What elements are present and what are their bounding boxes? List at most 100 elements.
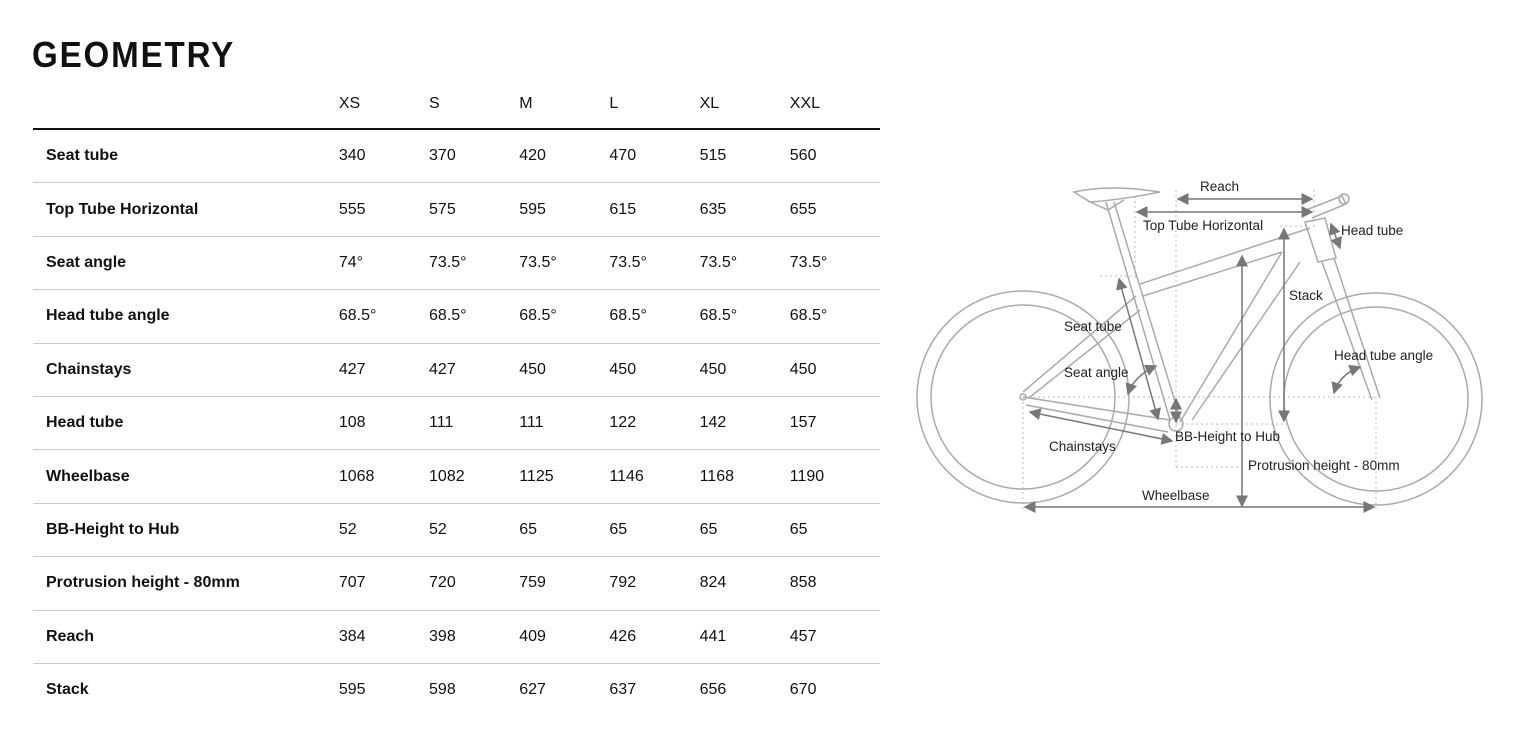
label-head-tube: Head tube bbox=[1341, 223, 1403, 238]
row-label: BB-Height to Hub bbox=[33, 503, 339, 558]
cell-value: 52 bbox=[429, 503, 520, 558]
cell-value: 65 bbox=[699, 503, 790, 558]
seat-stay bbox=[1022, 295, 1141, 398]
cell-value: 52 bbox=[338, 503, 430, 558]
geometry-table: XS S M L XL XXL Seat tube 340 370 420 470 515… bbox=[33, 80, 880, 716]
cell-value: 68.5° bbox=[519, 289, 610, 344]
row-label: Stack bbox=[46, 681, 89, 699]
cell-value: 384 bbox=[338, 610, 430, 664]
size-header: XXL bbox=[789, 80, 880, 130]
table-row: Top Tube Horizontal 555 575 595 615 635 655 bbox=[33, 182, 880, 237]
seat-tube bbox=[1105, 201, 1181, 421]
label-stack: Stack bbox=[1289, 288, 1323, 303]
cell-value: 68.5° bbox=[609, 289, 700, 344]
label-seat-angle: Seat angle bbox=[1064, 365, 1129, 380]
table-row: Protrusion height - 80mm 707 720 759 792 824 8… bbox=[33, 556, 880, 611]
cell-value: 142 bbox=[699, 396, 790, 451]
cell-value: 615 bbox=[609, 182, 700, 237]
label-head-tube-angle: Head tube angle bbox=[1334, 348, 1433, 363]
chainstays-arrow bbox=[1028, 408, 1174, 445]
cell-value: 655 bbox=[789, 182, 880, 237]
cell-value: 720 bbox=[429, 556, 520, 611]
cell-value: 122 bbox=[609, 396, 700, 451]
cell-value: 441 bbox=[699, 610, 790, 664]
cell-value: 65 bbox=[789, 503, 880, 558]
head-tube-angle-arc bbox=[1331, 364, 1362, 395]
cell-value: 824 bbox=[699, 556, 790, 611]
head-tube-arrow bbox=[1329, 222, 1342, 250]
seatpost-clamp bbox=[1089, 199, 1125, 211]
table-row: Chainstays 427 427 450 450 450 450 bbox=[33, 343, 880, 397]
handlebar bbox=[1338, 193, 1350, 205]
label-top-tube: Top Tube Horizontal bbox=[1143, 218, 1263, 233]
table-row: BB-Height to Hub 52 52 65 65 65 65 bbox=[33, 503, 880, 558]
cell-value: 450 bbox=[699, 343, 790, 397]
cell-value: 65 bbox=[609, 503, 700, 558]
size-header: XL bbox=[699, 80, 790, 130]
cell-value: 656 bbox=[699, 681, 727, 699]
cell-value: 792 bbox=[609, 556, 700, 611]
cell-value: 595 bbox=[338, 681, 366, 699]
table-row: Seat tube 340 370 420 470 515 560 bbox=[33, 129, 880, 184]
seat-angle-arc bbox=[1125, 364, 1158, 396]
header-blank bbox=[33, 80, 339, 130]
dimension-arrows bbox=[1023, 193, 1376, 513]
cell-value: 73.5° bbox=[429, 236, 520, 291]
table-header-row: XS S M L XL XXL bbox=[33, 80, 880, 130]
cell-value: 470 bbox=[609, 129, 700, 184]
cell-value: 598 bbox=[429, 681, 456, 699]
row-label: Wheelbase bbox=[33, 449, 339, 504]
cell-value: 759 bbox=[519, 556, 610, 611]
cell-value: 858 bbox=[789, 556, 880, 611]
cell-value: 1146 bbox=[609, 449, 700, 504]
cell-value: 1190 bbox=[789, 449, 880, 504]
cell-value: 68.5° bbox=[338, 289, 430, 344]
table-row: Reach 384 398 409 426 441 457 bbox=[33, 610, 880, 664]
row-label: Chainstays bbox=[33, 343, 339, 397]
cell-value: 1168 bbox=[699, 449, 790, 504]
cell-value: 637 bbox=[609, 681, 637, 699]
table-row: Head tube 108 111 111 122 142 157 bbox=[33, 396, 880, 451]
size-header: XS bbox=[338, 80, 430, 130]
front-wheel bbox=[1269, 292, 1483, 506]
cell-value: 111 bbox=[429, 396, 520, 451]
cell-value: 427 bbox=[338, 343, 430, 397]
seat-tube-arrow bbox=[1116, 277, 1161, 421]
row-label: Seat angle bbox=[33, 236, 339, 291]
cell-value: 575 bbox=[429, 182, 520, 237]
cell-value: 595 bbox=[519, 182, 610, 237]
row-label: Reach bbox=[33, 610, 339, 664]
rear-hub bbox=[1019, 393, 1027, 401]
cell-value: 627 bbox=[519, 681, 546, 699]
cell-value: 68.5° bbox=[699, 289, 790, 344]
label-reach: Reach bbox=[1200, 179, 1239, 194]
cell-value: 427 bbox=[429, 343, 520, 397]
row-label: Protrusion height - 80mm bbox=[33, 556, 339, 611]
cell-value: 73.5° bbox=[609, 236, 700, 291]
cell-value: 635 bbox=[699, 182, 790, 237]
stem bbox=[1305, 195, 1348, 219]
cell-value: 340 bbox=[338, 129, 430, 184]
cell-value: 398 bbox=[429, 610, 520, 664]
cell-value: 65 bbox=[519, 503, 610, 558]
cell-value: 108 bbox=[338, 396, 430, 451]
cell-value: 370 bbox=[429, 129, 520, 184]
cell-value: 73.5° bbox=[789, 236, 880, 291]
cell-value: 1068 bbox=[338, 449, 430, 504]
cell-value: 1082 bbox=[429, 449, 520, 504]
row-label: Head tube angle bbox=[33, 289, 339, 344]
row-label: Top Tube Horizontal bbox=[33, 182, 339, 237]
row-label: Head tube bbox=[33, 396, 339, 451]
cell-value: 670 bbox=[789, 681, 817, 699]
cell-value: 555 bbox=[338, 182, 430, 237]
cell-value: 707 bbox=[338, 556, 430, 611]
size-header: S bbox=[429, 80, 520, 130]
size-header: L bbox=[609, 80, 700, 130]
cell-value: 560 bbox=[789, 129, 880, 184]
table-row: Wheelbase 1068 1082 1125 1146 1168 1190 bbox=[33, 449, 880, 504]
cell-value: 1125 bbox=[519, 449, 610, 504]
cell-value: 68.5° bbox=[789, 289, 880, 344]
cell-value: 409 bbox=[519, 610, 610, 664]
cell-value: 450 bbox=[789, 343, 880, 397]
